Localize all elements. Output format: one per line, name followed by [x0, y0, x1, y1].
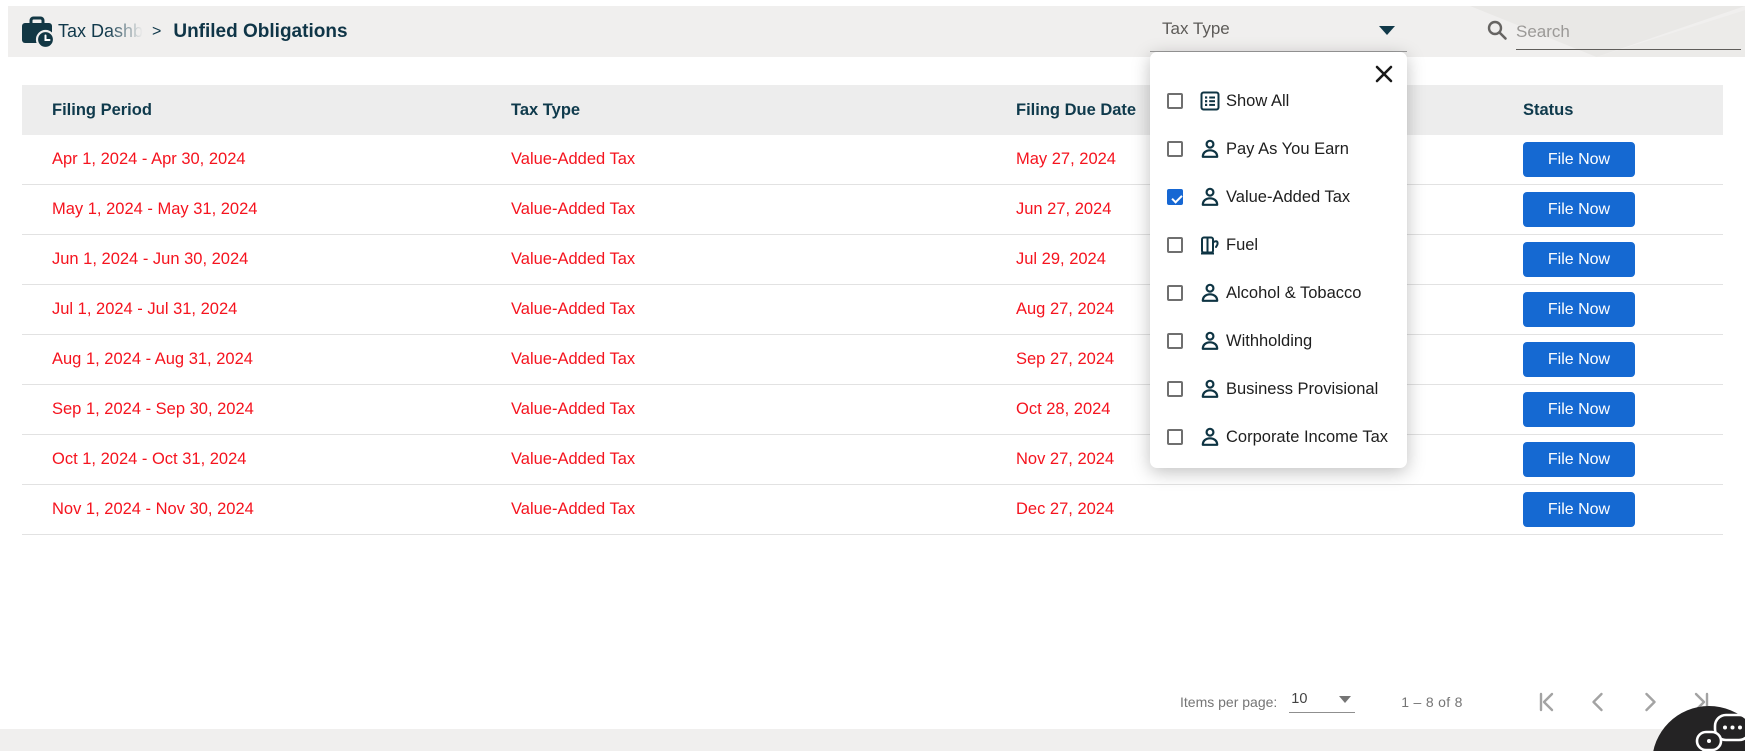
- filter-option[interactable]: Alcohol & Tobacco: [1167, 269, 1407, 317]
- column-header-filing-period: Filing Period: [52, 100, 152, 119]
- next-page-button[interactable]: [1637, 689, 1663, 715]
- filter-option[interactable]: Withholding: [1167, 317, 1407, 365]
- tax-type-cell: Value-Added Tax: [511, 150, 636, 168]
- filter-option[interactable]: Corporate Income Tax: [1167, 413, 1407, 461]
- filter-option[interactable]: Fuel: [1167, 221, 1407, 269]
- table-row: Jul 1, 2024 - Jul 31, 2024 Value-Added T…: [22, 285, 1723, 335]
- filing-due-date-cell: Jun 27, 2024: [1016, 200, 1112, 218]
- file-now-button[interactable]: File Now: [1523, 392, 1635, 427]
- page-title: Unfiled Obligations: [173, 20, 348, 42]
- chevron-down-icon: [1379, 26, 1395, 35]
- column-header-status: Status: [1523, 100, 1574, 119]
- table-row: Aug 1, 2024 - Aug 31, 2024 Value-Added T…: [22, 335, 1723, 385]
- items-per-page-select[interactable]: 10: [1289, 691, 1356, 713]
- filing-period-cell: Sep 1, 2024 - Sep 30, 2024: [52, 400, 254, 418]
- filing-period-cell: Jul 1, 2024 - Jul 31, 2024: [52, 300, 238, 318]
- checkbox[interactable]: [1167, 285, 1183, 301]
- table-body: Apr 1, 2024 - Apr 30, 2024 Value-Added T…: [22, 135, 1723, 535]
- breadcrumb-root-link[interactable]: Tax Dashboard: [58, 21, 152, 41]
- table-row: Jun 1, 2024 - Jun 30, 2024 Value-Added T…: [22, 235, 1723, 285]
- filing-period-cell: May 1, 2024 - May 31, 2024: [52, 200, 258, 218]
- breadcrumb: Tax Dashboard > Unfiled Obligations: [58, 6, 348, 57]
- filing-due-date-cell: Oct 28, 2024: [1016, 400, 1111, 418]
- column-header-tax-type: Tax Type: [511, 100, 581, 119]
- filing-period-cell: Jun 1, 2024 - Jun 30, 2024: [52, 250, 249, 268]
- person-icon: [1198, 377, 1222, 401]
- filter-option[interactable]: Value-Added Tax: [1167, 173, 1407, 221]
- file-now-button[interactable]: File Now: [1523, 242, 1635, 277]
- obligations-table: Filing Period Tax Type Filing Due Date S…: [22, 85, 1723, 535]
- previous-page-button[interactable]: [1585, 689, 1611, 715]
- filter-option[interactable]: Business Provisional: [1167, 365, 1407, 413]
- top-bar: Tax Dashboard > Unfiled Obligations Tax …: [8, 6, 1745, 57]
- filter-option[interactable]: Pay As You Earn: [1167, 125, 1407, 173]
- checkbox[interactable]: [1167, 93, 1183, 109]
- tax-type-cell: Value-Added Tax: [511, 400, 636, 418]
- checkbox[interactable]: [1167, 429, 1183, 445]
- tax-type-select-label: Tax Type: [1162, 19, 1230, 38]
- breadcrumb-separator: >: [152, 22, 162, 40]
- checkbox[interactable]: [1167, 141, 1183, 157]
- file-now-button[interactable]: File Now: [1523, 342, 1635, 377]
- filing-period-cell: Apr 1, 2024 - Apr 30, 2024: [52, 150, 246, 168]
- fuel-icon: [1198, 233, 1222, 257]
- table-row: Nov 1, 2024 - Nov 30, 2024 Value-Added T…: [22, 485, 1723, 535]
- table-row: Oct 1, 2024 - Oct 31, 2024 Value-Added T…: [22, 435, 1723, 485]
- filing-due-date-cell: Nov 27, 2024: [1016, 450, 1115, 468]
- footer-strip: [0, 729, 1745, 751]
- person-icon: [1198, 281, 1222, 305]
- person-icon: [1198, 425, 1222, 449]
- briefcase-clock-icon: [18, 13, 56, 51]
- tax-type-cell: Value-Added Tax: [511, 450, 636, 468]
- first-page-button[interactable]: [1533, 689, 1559, 715]
- checkbox[interactable]: [1167, 333, 1183, 349]
- filing-due-date-cell: Dec 27, 2024: [1016, 500, 1115, 518]
- paginator: Items per page: 10 1 – 8 of 8: [1180, 682, 1715, 722]
- tax-type-cell: Value-Added Tax: [511, 300, 636, 318]
- file-now-button[interactable]: File Now: [1523, 142, 1635, 177]
- filing-period-cell: Nov 1, 2024 - Nov 30, 2024: [52, 500, 254, 518]
- filter-option[interactable]: Show All: [1167, 77, 1407, 125]
- close-icon[interactable]: [1370, 60, 1398, 88]
- file-now-button[interactable]: File Now: [1523, 442, 1635, 477]
- chevron-down-icon: [1339, 695, 1352, 703]
- tax-type-filter-dropdown: Show All Pay As You Earn Value-Added Tax…: [1150, 52, 1407, 468]
- tax-type-select[interactable]: Tax Type: [1150, 6, 1407, 52]
- checkbox[interactable]: [1167, 237, 1183, 253]
- tax-type-cell: Value-Added Tax: [511, 500, 636, 518]
- table-header-row: Filing Period Tax Type Filing Due Date S…: [22, 85, 1723, 135]
- table-row: Sep 1, 2024 - Sep 30, 2024 Value-Added T…: [22, 385, 1723, 435]
- person-icon: [1198, 329, 1222, 353]
- checkbox[interactable]: [1167, 381, 1183, 397]
- items-per-page-label: Items per page:: [1180, 694, 1278, 710]
- column-header-filing-due-date: Filing Due Date: [1016, 100, 1137, 119]
- filing-due-date-cell: May 27, 2024: [1016, 150, 1116, 168]
- file-now-button[interactable]: File Now: [1523, 492, 1635, 527]
- table-row: May 1, 2024 - May 31, 2024 Value-Added T…: [22, 185, 1723, 235]
- list-icon: [1198, 89, 1222, 113]
- search-input[interactable]: [1516, 14, 1741, 50]
- filing-due-date-cell: Jul 29, 2024: [1016, 250, 1106, 268]
- file-now-button[interactable]: File Now: [1523, 192, 1635, 227]
- page-range-label: 1 – 8 of 8: [1401, 694, 1463, 710]
- search-box: [1486, 6, 1742, 52]
- tax-type-cell: Value-Added Tax: [511, 350, 636, 368]
- filing-period-cell: Oct 1, 2024 - Oct 31, 2024: [52, 450, 247, 468]
- search-icon: [1486, 19, 1508, 41]
- filing-due-date-cell: Sep 27, 2024: [1016, 350, 1115, 368]
- filter-option-list: Show All Pay As You Earn Value-Added Tax…: [1150, 52, 1407, 461]
- filing-period-cell: Aug 1, 2024 - Aug 31, 2024: [52, 350, 253, 368]
- table-row: Apr 1, 2024 - Apr 30, 2024 Value-Added T…: [22, 135, 1723, 185]
- person-icon: [1198, 185, 1222, 209]
- tax-type-cell: Value-Added Tax: [511, 250, 636, 268]
- checkbox[interactable]: [1167, 189, 1183, 205]
- tax-type-cell: Value-Added Tax: [511, 200, 636, 218]
- person-icon: [1198, 137, 1222, 161]
- file-now-button[interactable]: File Now: [1523, 292, 1635, 327]
- filing-due-date-cell: Aug 27, 2024: [1016, 300, 1115, 318]
